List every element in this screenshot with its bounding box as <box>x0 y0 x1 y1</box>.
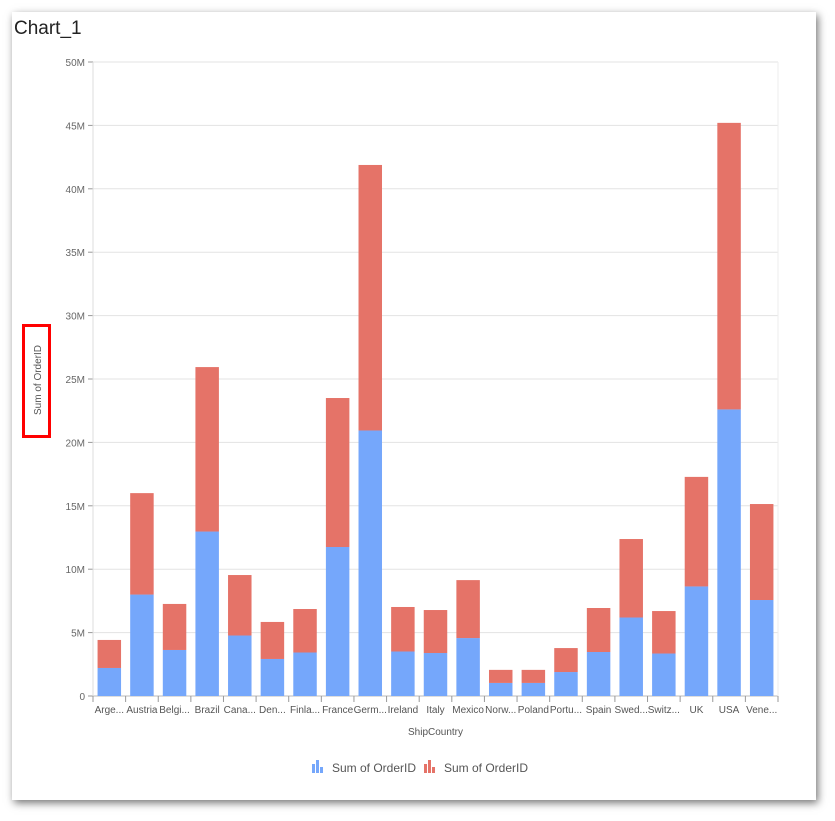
legend-item: Sum of OrderID <box>444 761 528 775</box>
x-tick-label: Austria <box>126 705 158 716</box>
bar-red <box>391 606 415 652</box>
y-tick-label: 5M <box>71 629 85 640</box>
bar-red <box>456 580 480 639</box>
bar-blue <box>619 617 643 696</box>
x-tick-label: Germ... <box>354 705 387 716</box>
bar-blue <box>652 653 676 696</box>
bar-red <box>717 122 741 410</box>
bar-blue <box>325 547 350 696</box>
bar-blue <box>488 682 513 696</box>
bar-red <box>228 575 252 636</box>
bar-blue <box>358 430 383 696</box>
x-tick-label: Poland <box>518 705 549 716</box>
y-tick-label: 30M <box>66 312 85 323</box>
bar-red <box>97 639 122 668</box>
y-tick-label: 10M <box>66 565 85 576</box>
y-tick-label: 20M <box>66 438 85 449</box>
legend-icon <box>424 760 435 773</box>
legend-item: Sum of OrderID <box>332 761 416 775</box>
bar-red <box>260 621 285 659</box>
bar-blue <box>130 594 154 696</box>
bar-red <box>423 610 448 654</box>
bar-red <box>652 611 676 654</box>
bar-red <box>586 608 611 653</box>
bar-red <box>488 669 513 683</box>
x-axis-title: ShipCountry <box>408 727 463 738</box>
x-tick-label: Ireland <box>388 705 419 716</box>
bar-blue <box>684 586 709 696</box>
bar-red <box>293 609 317 653</box>
x-tick-label: Norw... <box>485 705 516 716</box>
y-tick-label: 35M <box>66 248 85 259</box>
highlight-box <box>22 324 51 438</box>
x-tick-label: Italy <box>426 705 444 716</box>
x-tick-label: Finla... <box>290 705 320 716</box>
y-tick-label: 0 <box>79 692 85 703</box>
bar-blue <box>749 600 774 696</box>
bar-blue <box>717 409 741 696</box>
bar-blue <box>228 635 252 696</box>
chart-title: Chart_1 <box>14 18 82 39</box>
x-tick-label: Arge... <box>95 705 124 716</box>
y-axis-title: Sum of OrderID <box>33 345 44 415</box>
x-tick-label: Belgi... <box>159 705 190 716</box>
x-tick-label: USA <box>719 705 740 716</box>
x-tick-label: UK <box>689 705 703 716</box>
bar-blue <box>456 638 480 696</box>
x-tick-label: Den... <box>259 705 286 716</box>
bar-blue <box>293 652 317 696</box>
bar-blue <box>586 652 611 696</box>
bar-blue <box>554 672 578 696</box>
legend-icon <box>312 760 323 773</box>
x-tick-label: France <box>322 705 354 716</box>
bar-blue <box>423 653 448 696</box>
bar-red <box>684 476 709 587</box>
bar-blue <box>260 658 285 696</box>
bar-blue <box>521 682 546 696</box>
x-tick-label: Brazil <box>195 705 220 716</box>
bar-blue <box>195 531 219 696</box>
bar-red <box>130 493 154 595</box>
bar-blue <box>391 651 415 696</box>
bar-red <box>749 504 774 601</box>
x-tick-label: Mexico <box>452 705 484 716</box>
bar-red <box>554 648 578 673</box>
bar-red <box>521 669 546 683</box>
y-tick-label: 40M <box>66 185 85 196</box>
bar-red <box>358 164 383 431</box>
x-tick-label: Vene... <box>746 705 777 716</box>
x-tick-label: Cana... <box>224 705 256 716</box>
x-tick-label: Portu... <box>550 705 582 716</box>
bar-red <box>325 398 350 548</box>
y-tick-label: 45M <box>66 121 85 132</box>
bar-red <box>619 539 643 618</box>
x-tick-label: Spain <box>586 705 612 716</box>
bar-red <box>195 367 219 532</box>
y-tick-label: 25M <box>66 375 85 386</box>
bar-blue <box>97 667 122 696</box>
y-tick-label: 15M <box>66 502 85 513</box>
x-tick-label: Switz... <box>648 705 680 716</box>
y-tick-label: 50M <box>66 58 85 69</box>
bar-red <box>162 603 187 650</box>
x-tick-label: Swed... <box>615 705 648 716</box>
bar-blue <box>162 649 187 696</box>
